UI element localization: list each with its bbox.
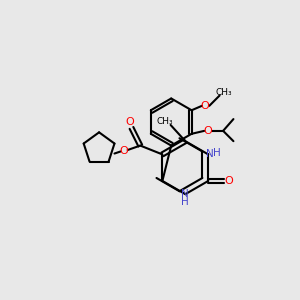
Text: O: O bbox=[120, 146, 128, 157]
Text: CH₃: CH₃ bbox=[216, 88, 232, 97]
Text: O: O bbox=[224, 176, 233, 186]
Text: H: H bbox=[182, 197, 189, 207]
Text: CH₃: CH₃ bbox=[157, 117, 174, 126]
Text: N: N bbox=[182, 189, 189, 199]
Text: O: O bbox=[203, 126, 212, 136]
Text: O: O bbox=[126, 117, 134, 127]
Text: N: N bbox=[206, 149, 214, 159]
Text: H: H bbox=[213, 148, 220, 158]
Text: O: O bbox=[200, 101, 209, 111]
